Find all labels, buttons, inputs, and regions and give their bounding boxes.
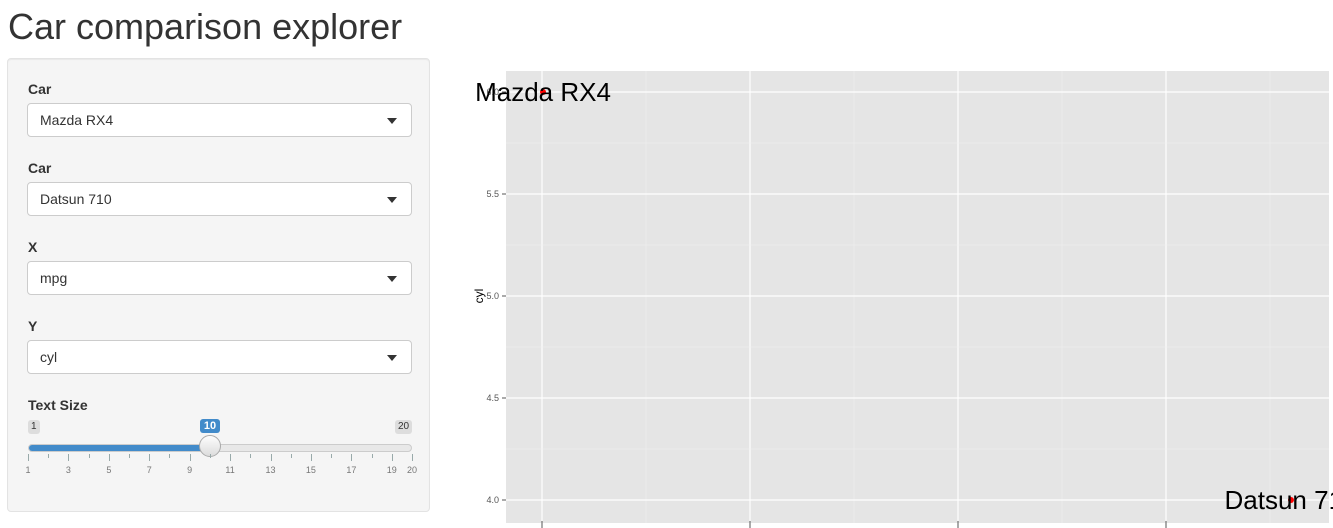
y-label: Y	[28, 318, 38, 334]
x-axis-ticks	[541, 521, 1167, 528]
slider-tick	[310, 454, 312, 461]
slider-tick	[391, 454, 393, 461]
text-size-label: Text Size	[28, 397, 88, 413]
slider-tick	[230, 454, 232, 461]
slider-tick	[371, 454, 373, 458]
vertical-gridlines	[541, 71, 1271, 523]
data-point	[540, 89, 546, 95]
slider-tick-label: 19	[386, 465, 397, 475]
slider-fill	[29, 445, 211, 451]
x-select-value: mpg	[40, 270, 68, 286]
slider-tick	[68, 454, 70, 461]
horizontal-gridlines	[506, 91, 1329, 501]
car2-label: Car	[28, 160, 52, 176]
slider-tick-label: 17	[346, 465, 357, 475]
slider-tick	[169, 454, 171, 458]
slider-tick	[48, 454, 50, 458]
slider-tick	[290, 454, 292, 458]
car2-select-value: Datsun 710	[40, 191, 112, 207]
slider-tick-label: 11	[225, 465, 235, 475]
chevron-down-icon	[387, 355, 397, 361]
slider-tick	[270, 454, 272, 461]
slider-tick	[412, 454, 413, 461]
slider-tick	[88, 454, 90, 458]
slider-tick	[129, 454, 131, 458]
data-point-label: Datsun 710	[1225, 485, 1333, 515]
y-tick-label: 4.5	[486, 393, 499, 403]
sidebar-panel: Car Mazda RX4 Car Datsun 710 X mpg Y cyl…	[7, 58, 430, 512]
y-tick-label: 5.0	[486, 291, 499, 301]
page-title: Car comparison explorer	[8, 6, 403, 47]
slider-tick-label: 15	[305, 465, 316, 475]
x-variable-select[interactable]: mpg	[27, 261, 412, 295]
car2-select[interactable]: Datsun 710	[27, 182, 412, 216]
slider-min-label: 1	[28, 420, 40, 434]
data-point	[1288, 497, 1294, 503]
y-axis-label: cyl	[472, 289, 486, 304]
slider-tick-label: 5	[106, 465, 112, 475]
slider-tick	[209, 454, 211, 458]
car1-select-value: Mazda RX4	[40, 112, 114, 128]
y-select-value: cyl	[40, 349, 58, 365]
slider-tick-label: 7	[146, 465, 152, 475]
slider-tick-label: 1	[25, 465, 31, 475]
slider-tick	[351, 454, 353, 461]
slider-tick	[250, 454, 252, 458]
y-tick-label: 4.0	[486, 495, 499, 505]
slider-tick	[149, 454, 151, 461]
slider-tick	[331, 454, 333, 458]
car1-select[interactable]: Mazda RX4	[27, 103, 412, 137]
slider-tick-label: 13	[265, 465, 276, 475]
slider-max-label: 20	[395, 420, 413, 434]
y-tick-label: 6.0	[486, 87, 499, 97]
slider-tick	[189, 454, 191, 461]
slider-tick-label: 9	[187, 465, 193, 475]
car1-label: Car	[28, 81, 52, 97]
slider-tick-label: 3	[65, 465, 71, 475]
slider-tick	[108, 454, 110, 461]
chevron-down-icon	[387, 197, 397, 203]
y-tick-label: 5.5	[486, 189, 499, 199]
data-point-label: Mazda RX4	[475, 77, 611, 107]
y-axis-ticks: 6.0 5.5 5.0 4.5 4.0	[486, 87, 506, 505]
y-variable-select[interactable]: cyl	[27, 340, 412, 374]
slider-tick	[28, 454, 29, 461]
chevron-down-icon	[387, 276, 397, 282]
slider-value-label: 10	[199, 419, 221, 433]
chevron-down-icon	[387, 118, 397, 124]
plot-panel	[506, 71, 1329, 523]
data-points: Mazda RX4 Datsun 710	[475, 77, 1333, 515]
slider-tick-label: 20	[406, 465, 418, 475]
x-label: X	[28, 239, 38, 255]
